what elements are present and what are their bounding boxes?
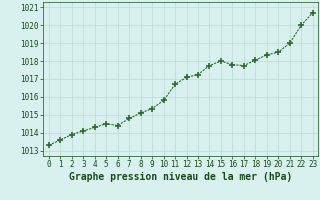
- X-axis label: Graphe pression niveau de la mer (hPa): Graphe pression niveau de la mer (hPa): [69, 172, 292, 182]
